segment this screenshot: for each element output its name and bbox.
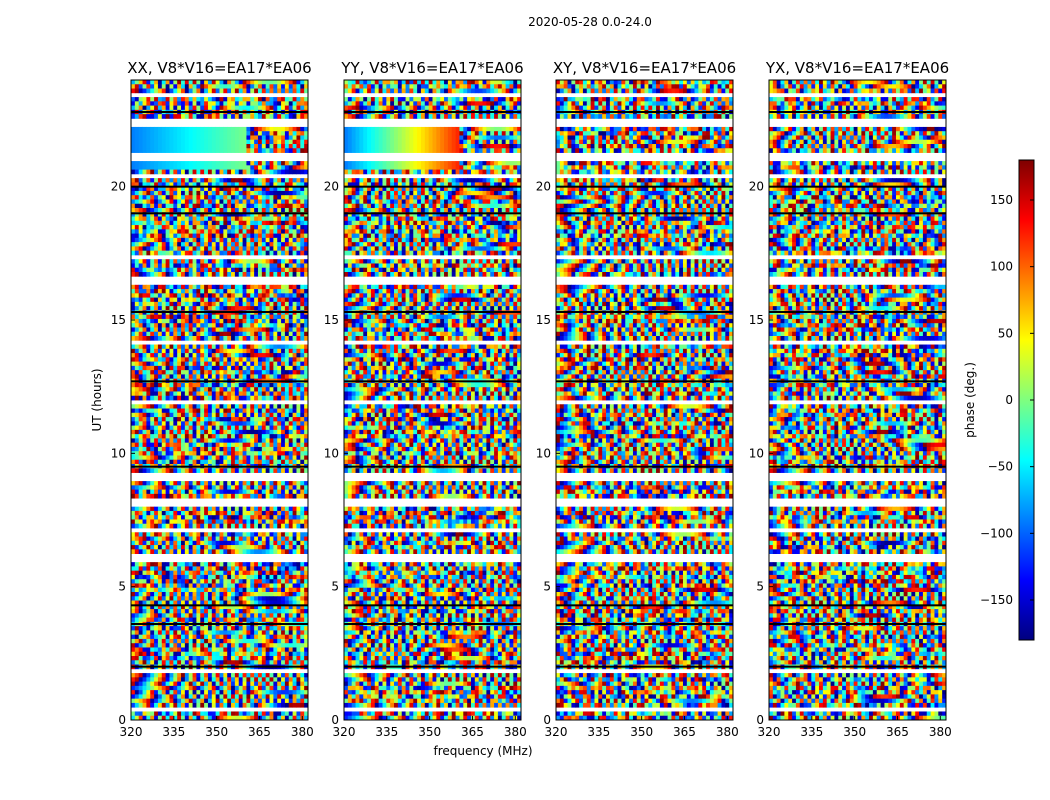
panel-frame <box>555 79 734 721</box>
y-tick-label: 15 <box>111 313 126 327</box>
y-tick-label: 10 <box>536 446 551 460</box>
y-tick-label: 20 <box>111 180 126 194</box>
y-tick-label: 0 <box>756 713 764 727</box>
x-tick-label: 380 <box>716 725 739 739</box>
y-tick-label: 10 <box>324 446 339 460</box>
x-tick-label: 320 <box>545 725 568 739</box>
x-tick-label: 335 <box>162 725 185 739</box>
panel-yy: YY, V8*V16=EA17*EA06 320 335 350 365 380 0 5 10 1… <box>324 59 527 739</box>
figure-title: 2020-05-28 0.0-24.0 <box>528 15 652 29</box>
phase-image <box>131 80 308 720</box>
y-tick-label: 20 <box>324 180 339 194</box>
panel-title: YX, V8*V16=EA17*EA06 <box>765 59 949 77</box>
colorbar-tick-label: 0 <box>1005 393 1013 407</box>
y-axis-label: UT (hours) <box>90 368 104 431</box>
y-tick-label: 20 <box>536 180 551 194</box>
x-tick-label: 365 <box>673 725 696 739</box>
phase-image <box>556 80 733 720</box>
colorbar-tick-label: 150 <box>990 193 1013 207</box>
x-tick-label: 365 <box>886 725 909 739</box>
x-tick-label: 350 <box>418 725 441 739</box>
panel-title: YY, V8*V16=EA17*EA06 <box>340 59 523 77</box>
y-tick-label: 0 <box>118 713 126 727</box>
colorbar-tick-label: 50 <box>998 326 1013 340</box>
colorbar-ticks: −150 −100 −50 0 50 100 150 <box>980 193 1034 607</box>
colorbar-tick-label: −50 <box>988 460 1013 474</box>
x-tick-label: 380 <box>929 725 952 739</box>
y-tick-label: 15 <box>324 313 339 327</box>
phase-image <box>344 80 521 720</box>
y-tick-label: 5 <box>756 580 764 594</box>
panels-group: XX, V8*V16=EA17*EA06 320 335 350 365 380 0 5 10 1… <box>111 59 952 739</box>
panel-xx: XX, V8*V16=EA17*EA06 320 335 350 365 380 0 5 10 1… <box>111 59 314 739</box>
panel-title: XX, V8*V16=EA17*EA06 <box>127 59 311 77</box>
y-tick-label: 5 <box>331 580 339 594</box>
colorbar-tick-label: −100 <box>980 526 1013 540</box>
y-tick-label: 5 <box>118 580 126 594</box>
panel-title: XY, V8*V16=EA17*EA06 <box>553 59 736 77</box>
x-tick-label: 320 <box>120 725 143 739</box>
phase-image <box>769 80 946 720</box>
y-tick-label: 10 <box>111 446 126 460</box>
x-tick-label: 365 <box>248 725 271 739</box>
colorbar-tick-label: −150 <box>980 593 1013 607</box>
x-axis-label: frequency (MHz) <box>433 744 532 758</box>
y-tick-label: 15 <box>749 313 764 327</box>
x-tick-label: 335 <box>587 725 610 739</box>
panel-yx: YX, V8*V16=EA17*EA06 320 335 350 365 380 0 5 10 1… <box>749 59 952 739</box>
y-tick-label: 20 <box>749 180 764 194</box>
colorbar-tick-label: 100 <box>990 260 1013 274</box>
x-tick-label: 380 <box>504 725 527 739</box>
y-tick-label: 0 <box>331 713 339 727</box>
x-tick-label: 350 <box>630 725 653 739</box>
x-tick-label: 320 <box>333 725 356 739</box>
panel-frame <box>768 79 947 721</box>
y-tick-label: 10 <box>749 446 764 460</box>
panel-frame <box>343 79 522 721</box>
y-tick-label: 15 <box>536 313 551 327</box>
x-tick-label: 350 <box>843 725 866 739</box>
x-tick-label: 335 <box>375 725 398 739</box>
panel-frame <box>130 79 309 721</box>
x-tick-label: 320 <box>758 725 781 739</box>
colorbar: −150 −100 −50 0 50 100 150 phase (deg.) <box>963 159 1035 641</box>
y-tick-label: 5 <box>543 580 551 594</box>
y-tick-label: 0 <box>543 713 551 727</box>
x-tick-label: 365 <box>461 725 484 739</box>
panel-xy: XY, V8*V16=EA17*EA06 320 335 350 365 380 0 5 10 1… <box>536 59 739 739</box>
colorbar-label: phase (deg.) <box>963 362 977 438</box>
x-tick-label: 335 <box>800 725 823 739</box>
x-tick-label: 380 <box>291 725 314 739</box>
x-tick-label: 350 <box>205 725 228 739</box>
